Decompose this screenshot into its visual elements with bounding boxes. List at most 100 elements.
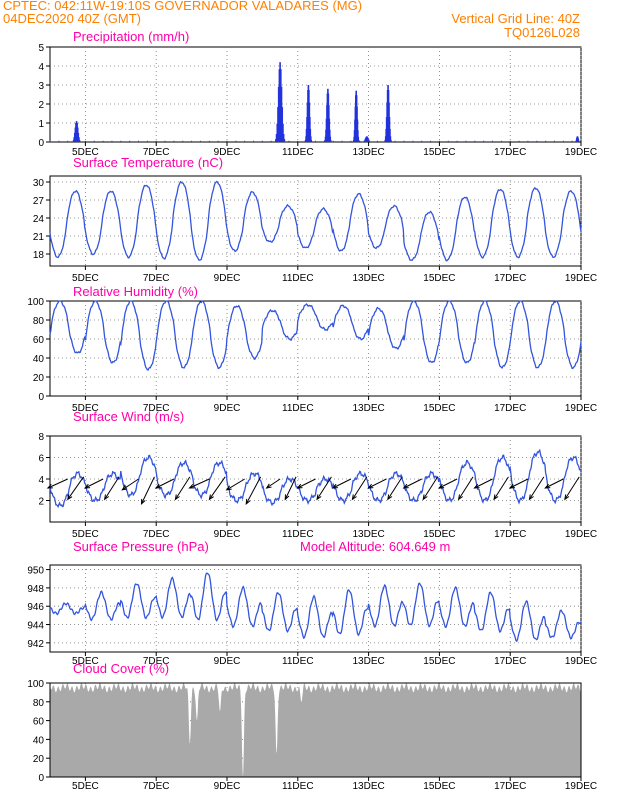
header-model-id: TQ0126L028 bbox=[504, 25, 580, 40]
x-tick-label: 13DEC bbox=[352, 147, 384, 158]
y-tick-label: 40 bbox=[33, 735, 45, 746]
y-tick-label: 942 bbox=[27, 639, 44, 650]
wind-arrow-head bbox=[316, 494, 322, 501]
y-tick-label: 8 bbox=[38, 432, 44, 443]
precip-bar bbox=[58, 140, 60, 142]
precip-bar bbox=[93, 140, 95, 142]
y-tick-label: 27 bbox=[33, 196, 45, 207]
x-tick-label: 11DEC bbox=[282, 656, 314, 667]
precip-bar bbox=[357, 130, 359, 142]
x-tick-label: 19DEC bbox=[565, 781, 597, 792]
precip-bar bbox=[536, 140, 538, 142]
precip-bar bbox=[394, 140, 396, 142]
x-tick-label: 5DEC bbox=[72, 781, 99, 792]
wind-arrow-head bbox=[437, 483, 445, 489]
x-tick-label: 5DEC bbox=[72, 656, 99, 667]
precip-bar bbox=[438, 140, 440, 142]
y-tick-label: 100 bbox=[27, 297, 44, 308]
x-tick-label: 7DEC bbox=[143, 273, 170, 284]
y-tick-label: 60 bbox=[33, 335, 45, 346]
precip-bar bbox=[182, 140, 184, 142]
precip-bar bbox=[545, 140, 547, 142]
x-tick-label: 19DEC bbox=[565, 147, 597, 158]
precip-bar bbox=[385, 140, 387, 142]
wind-arrow bbox=[284, 476, 297, 500]
precip-bar bbox=[309, 136, 312, 142]
wind-arrow bbox=[266, 478, 281, 489]
x-tick-label: 9DEC bbox=[214, 656, 241, 667]
wind-arrow-head bbox=[473, 483, 480, 489]
panel-title: Precipitation (mm/h) bbox=[73, 29, 189, 44]
precip-bar bbox=[129, 140, 131, 142]
panel-frame-overlay bbox=[49, 682, 582, 778]
panel-4: Surface Wind (m/s) 2 4 6 8 5DEC 7DEC 9DEC 11DEC 1… bbox=[38, 409, 597, 540]
precip-bar bbox=[102, 140, 104, 142]
x-tick-label: 9DEC bbox=[214, 403, 241, 414]
y-tick-label: 18 bbox=[33, 250, 45, 261]
panel-title: Surface Temperature (nC) bbox=[73, 155, 223, 170]
x-tick-label: 17DEC bbox=[494, 273, 526, 284]
wind-arrow-head bbox=[528, 494, 534, 501]
x-tick-label: 5DEC bbox=[72, 273, 99, 284]
precip-bar bbox=[332, 140, 334, 142]
precip-bar bbox=[341, 140, 343, 142]
wind-arrow-head bbox=[284, 494, 290, 501]
precip-bar bbox=[199, 140, 201, 142]
x-tick-label: 13DEC bbox=[352, 273, 384, 284]
wind-arrow-head bbox=[140, 498, 146, 506]
wind-arrow bbox=[564, 476, 580, 500]
x-tick-label: 17DEC bbox=[494, 781, 526, 792]
precip-bar bbox=[138, 140, 139, 142]
precip-bar bbox=[217, 140, 219, 142]
y-tick-label: 4 bbox=[38, 62, 44, 73]
x-tick-label: 17DEC bbox=[494, 656, 526, 667]
precip-bar bbox=[527, 140, 529, 142]
y-tick-label: 5 bbox=[38, 43, 44, 54]
precip-bar bbox=[282, 133, 285, 142]
precip-bar bbox=[208, 140, 210, 142]
wind-arrow-head bbox=[265, 483, 272, 489]
series-line bbox=[49, 300, 582, 371]
wind-arrow bbox=[422, 476, 439, 500]
precip-bar bbox=[389, 128, 391, 142]
precip-bar bbox=[403, 140, 405, 142]
wind-arrow-head bbox=[508, 483, 515, 489]
x-tick-label: 17DEC bbox=[494, 403, 526, 414]
wind-arrow bbox=[189, 478, 210, 489]
panel-2: Surface Temperature (nC) 18 21 24 27 30 5DEC 7D… bbox=[33, 155, 597, 284]
precip-bar bbox=[447, 140, 449, 142]
x-tick-label: 11DEC bbox=[282, 529, 314, 540]
panel-title: Relative Humidity (%) bbox=[73, 284, 198, 299]
wind-arrow bbox=[208, 476, 226, 500]
precip-bar bbox=[359, 140, 361, 142]
x-tick-label: 15DEC bbox=[423, 781, 455, 792]
precip-bar bbox=[323, 140, 325, 142]
x-tick-label: 19DEC bbox=[565, 529, 597, 540]
precip-bar bbox=[78, 139, 81, 142]
precip-bar bbox=[76, 140, 78, 142]
precip-bar bbox=[376, 140, 378, 142]
x-tick-label: 15DEC bbox=[423, 273, 455, 284]
precip-bar bbox=[421, 140, 423, 142]
panel-1: Precipitation (mm/h) 0 1 2 3 4 5 5DEC 7DEC 9DEC 11… bbox=[38, 29, 597, 158]
y-tick-label: 100 bbox=[27, 679, 44, 690]
x-tick-label: 5DEC bbox=[72, 147, 99, 158]
wind-arrow-head bbox=[544, 483, 551, 489]
precip-bar bbox=[456, 140, 458, 142]
wind-arrow-head bbox=[188, 483, 195, 489]
x-tick-label: 5DEC bbox=[72, 403, 99, 414]
series-line bbox=[49, 180, 582, 262]
wind-arrow-head bbox=[457, 494, 464, 501]
x-tick-label: 15DEC bbox=[423, 403, 455, 414]
x-tick-label: 9DEC bbox=[214, 147, 241, 158]
precip-bar bbox=[155, 140, 157, 142]
y-tick-label: 1 bbox=[38, 119, 44, 130]
x-tick-label: 19DEC bbox=[565, 273, 597, 284]
precip-bar bbox=[226, 140, 228, 142]
x-tick-label: 11DEC bbox=[282, 781, 314, 792]
x-tick-label: 15DEC bbox=[423, 529, 455, 540]
wind-arrow bbox=[67, 476, 85, 500]
precip-bar bbox=[492, 140, 493, 142]
wind-arrow-head bbox=[402, 483, 409, 489]
